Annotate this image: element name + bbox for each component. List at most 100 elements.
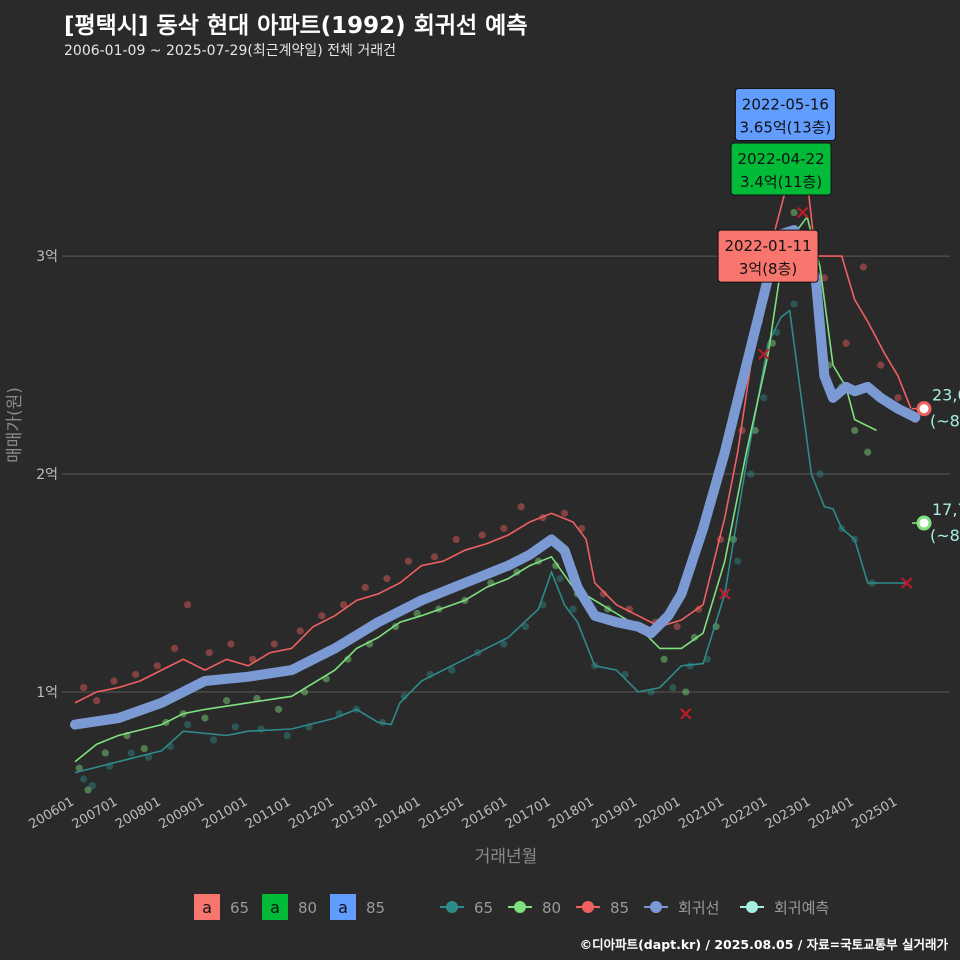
page-title: [평택시] 동삭 현대 아파트(1992) 회귀선 예측 <box>64 13 528 39</box>
forecast-value: 17,750 <box>932 500 960 519</box>
legend-label: 65 <box>474 899 493 917</box>
legend-label: 85 <box>366 899 385 917</box>
y-tick-label: 2억 <box>36 467 58 483</box>
point-65 <box>145 753 153 761</box>
point-85 <box>560 509 569 517</box>
y-tick-label: 1억 <box>36 685 58 701</box>
point-85 <box>248 655 257 663</box>
point-65 <box>669 683 677 692</box>
point-65 <box>500 640 508 648</box>
point-65 <box>816 470 824 478</box>
point-65 <box>734 557 742 565</box>
legend-label: 회귀선 <box>678 899 719 917</box>
point-80 <box>552 561 560 570</box>
legend-point <box>746 901 758 913</box>
point-85 <box>171 644 179 652</box>
point-85 <box>877 361 885 369</box>
line-80 <box>74 215 877 763</box>
x-tick-label: 201401 <box>373 794 423 832</box>
point-65 <box>257 725 265 733</box>
point-85 <box>110 677 118 685</box>
point-80 <box>223 697 231 705</box>
line-85 <box>74 172 912 704</box>
x-tick-label: 201301 <box>330 794 380 832</box>
axis-layer: 1억 2억 3억 2006012007012008012009012010012011… <box>5 249 900 867</box>
point-85 <box>404 557 413 565</box>
legend-key-glyph: a <box>202 898 212 917</box>
point-65 <box>184 721 192 729</box>
point-80 <box>274 705 283 713</box>
point-85 <box>820 274 828 282</box>
point-85 <box>184 601 192 609</box>
point-65 <box>521 622 530 631</box>
forecast-area: (~85㎡) <box>930 412 960 431</box>
cross-marker <box>900 577 913 589</box>
annotation-price: 3억(8층) <box>739 260 797 278</box>
point-85 <box>430 553 439 561</box>
point-85 <box>132 670 140 679</box>
x-tick-label: 202501 <box>850 794 900 832</box>
point-85 <box>339 601 348 609</box>
point-85 <box>478 531 486 539</box>
x-tick-label: 202201 <box>720 794 770 832</box>
x-tick-label: 201701 <box>503 794 553 832</box>
annotation-date: 2022-05-16 <box>742 95 829 113</box>
annotation-price: 3.65억(13층) <box>739 118 831 136</box>
x-tick-label: 202401 <box>806 794 856 832</box>
annotation-layer: 2022-05-16 3.65억(13층) 2022-04-22 3.4억(11층) 2… <box>717 87 960 545</box>
point-85 <box>318 612 326 620</box>
series-layer <box>70 143 921 794</box>
point-85 <box>361 583 369 591</box>
point-65 <box>88 782 96 790</box>
point-80 <box>344 655 352 663</box>
point-85 <box>153 662 161 670</box>
point-80 <box>84 786 92 794</box>
point-80 <box>413 609 421 618</box>
cross-marker <box>680 708 692 720</box>
legend-label: 65 <box>230 899 249 917</box>
x-tick-label: 201901 <box>590 794 640 832</box>
x-tick-label: 200601 <box>27 794 77 832</box>
forecast-value: 23,000 <box>932 386 960 405</box>
x-tick-label: 202301 <box>763 794 813 832</box>
legend-key-box <box>330 894 356 920</box>
x-tick-label: 201101 <box>243 794 293 832</box>
annotation-box <box>717 229 819 283</box>
x-tick-label: 200701 <box>70 794 120 832</box>
point-85 <box>842 339 850 347</box>
point-85 <box>500 524 508 533</box>
x-tick-label: 201601 <box>460 794 510 832</box>
point-85 <box>452 535 460 544</box>
point-85 <box>93 697 101 705</box>
point-65 <box>790 300 798 308</box>
point-65 <box>747 470 755 478</box>
point-85 <box>270 640 278 648</box>
annotation-date: 2022-01-11 <box>724 237 811 255</box>
x-tick-label: 200901 <box>156 794 206 832</box>
point-85 <box>599 590 608 598</box>
point-85 <box>227 640 235 648</box>
x-axis-title: 거래년월 <box>475 847 538 867</box>
y-axis-title: 매매가(원) <box>5 387 25 463</box>
point-80 <box>864 448 872 456</box>
forecast-point <box>916 401 932 417</box>
legend-key-glyph: a <box>338 898 348 917</box>
page-subtitle: 2006-01-09 ~ 2025-07-29(최근계약일) 전체 거래건 <box>64 43 396 59</box>
point-80 <box>75 764 83 772</box>
point-80 <box>790 208 798 217</box>
point-65 <box>400 692 408 700</box>
point-65 <box>448 666 456 674</box>
point-80 <box>101 749 109 757</box>
x-tick-label: 202101 <box>676 794 726 832</box>
forecast-area: (~80㎡) <box>930 526 960 545</box>
point-65 <box>127 749 135 757</box>
point-85 <box>859 263 867 271</box>
x-tick-label: 202001 <box>633 794 683 832</box>
cross-marker <box>797 206 809 219</box>
point-80 <box>660 655 668 663</box>
point-65 <box>210 736 218 744</box>
legend-point <box>650 901 662 913</box>
legend-layer: a 65 a 80 a 85 65 80 85 회귀선 회귀예측 <box>194 894 829 920</box>
forecast-point <box>916 515 932 531</box>
